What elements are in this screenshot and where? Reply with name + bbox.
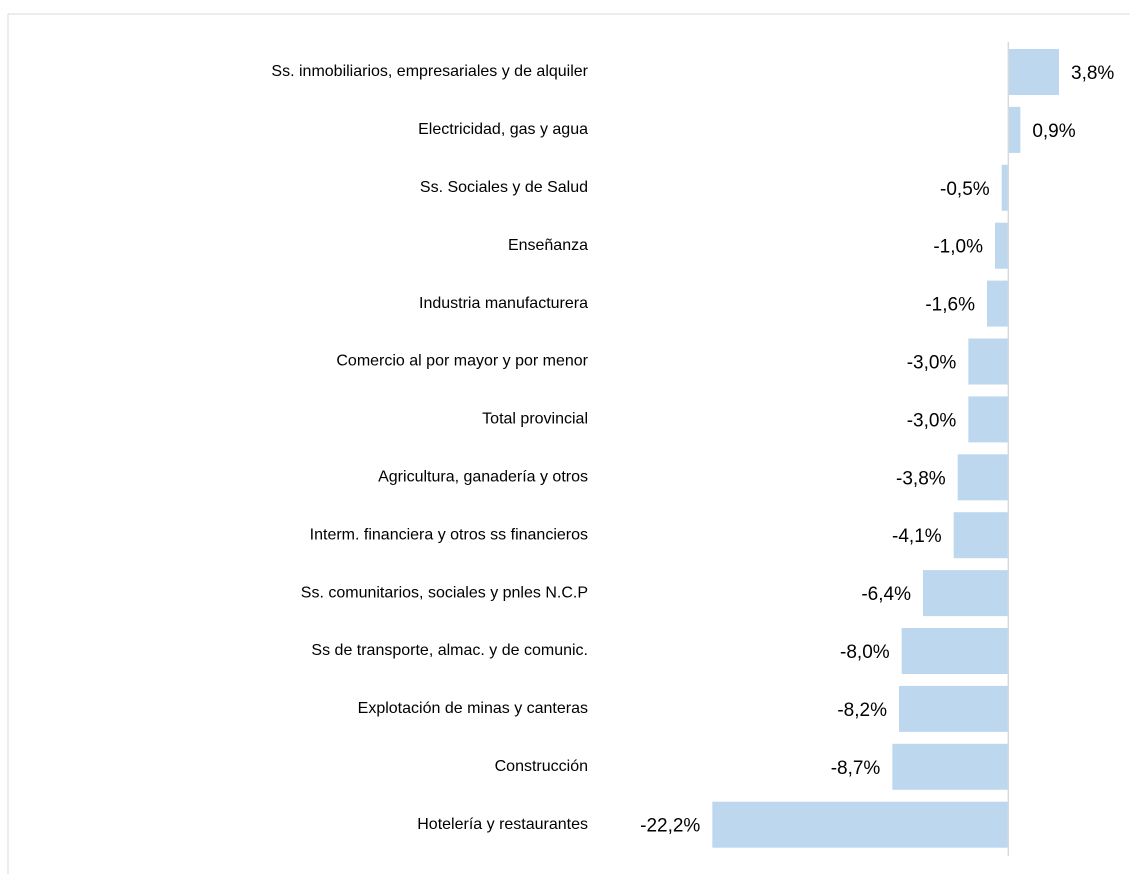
category-label: Electricidad, gas y agua [418,121,588,138]
bar [953,512,1009,559]
data-label: -8,2% [837,700,887,721]
category-label: Hotelería y restaurantes [417,816,588,833]
bar [968,396,1009,443]
data-label: -3,0% [907,353,957,374]
data-label: -8,0% [840,642,890,663]
data-label: -1,6% [925,295,975,316]
category-label: Ss de transporte, almac. y de comunic. [311,642,588,659]
bar [1008,49,1059,95]
category-label: Interm. financiera y otros ss financiero… [310,526,588,543]
bar [987,280,1009,327]
data-label: -8,7% [831,758,881,779]
data-label: -0,5% [940,179,990,200]
category-label: Construcción [495,758,588,775]
category-label: Comercio al por mayor y por menor [336,353,588,370]
bar [995,222,1009,269]
bar [892,743,1009,790]
category-label: Ss. inmobiliarios, empresariales y de al… [271,63,588,80]
category-label: Enseñanza [508,237,588,254]
data-label: -4,1% [892,526,942,547]
data-label: -6,4% [861,584,911,605]
category-label: Ss. Sociales y de Salud [420,179,588,196]
bar [968,338,1009,385]
category-label: Ss. comunitarios, sociales y pnles N.C.P [301,584,588,601]
bar [901,628,1009,674]
bar [899,685,1009,732]
bar [957,454,1009,501]
data-label: -22,2% [640,816,700,837]
category-label: Agricultura, ganadería y otros [378,469,588,486]
bar [1001,164,1009,211]
category-label: Explotación de minas y canteras [358,700,588,717]
data-label: -3,8% [896,468,946,489]
category-label: Industria manufacturera [419,295,588,312]
bar [1008,106,1021,153]
data-label: -1,0% [933,237,983,258]
data-label: 3,8% [1071,63,1114,84]
category-label: Total provincial [482,411,588,428]
bar [712,801,1009,848]
bar [923,570,1009,617]
data-label: -3,0% [907,410,957,431]
data-label: 0,9% [1032,121,1075,142]
